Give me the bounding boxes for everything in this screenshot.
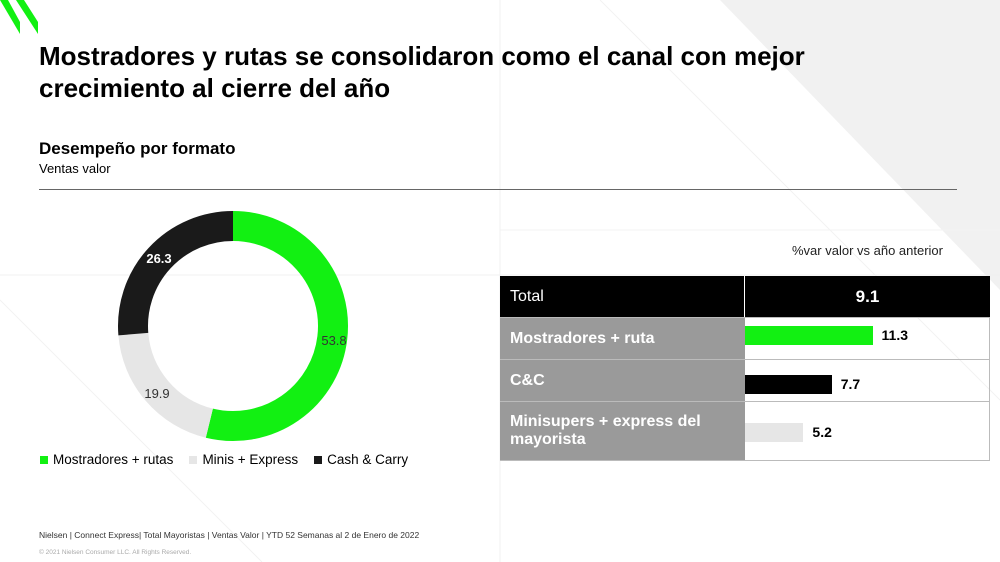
row-bar-cell: 5.2 <box>744 402 990 460</box>
copyright: © 2021 Nielsen Consumer LLC. All Rights … <box>39 549 192 556</box>
legend-label: Mostradores + rutas <box>53 452 174 467</box>
legend-label: Minis + Express <box>202 452 299 467</box>
total-value: 9.1 <box>745 276 990 317</box>
bar-value-label: 11.3 <box>881 327 908 343</box>
table-header: %var valor vs año anterior <box>791 243 943 258</box>
chart-legend: Mostradores + rutas Minis + Express Cash… <box>40 452 408 467</box>
table-row: Mostradores + ruta 11.3 <box>500 318 990 360</box>
bar-value-label: 7.7 <box>840 376 861 392</box>
legend-item-minis: Minis + Express <box>189 452 298 467</box>
section-subtitle: Ventas valor <box>39 161 111 176</box>
legend-label: Cash & Carry <box>327 452 409 467</box>
bar-mostradores <box>744 326 873 345</box>
slice-value-label: 19.9 <box>144 386 169 401</box>
divider <box>39 189 957 190</box>
bar-value-label: 5.2 <box>812 424 832 440</box>
bar-minisupers <box>744 423 804 442</box>
row-label: C&C <box>500 360 745 401</box>
table-row-total: Total 9.1 <box>500 276 990 318</box>
row-label: Mostradores + ruta <box>500 318 745 359</box>
legend-swatch <box>314 455 323 464</box>
bar-cc <box>744 375 832 394</box>
table-row: C&C 7.7 <box>500 360 990 402</box>
row-label: Minisupers + express del mayorista <box>500 402 745 460</box>
slice-value-label: 53.8 <box>321 333 346 348</box>
table-row: Minisupers + express del mayorista 5.2 <box>500 402 990 461</box>
donut-slice-2 <box>118 211 234 336</box>
donut-slice-1 <box>118 332 214 438</box>
section-title: Desempeño por formato <box>39 139 236 158</box>
legend-item-cash-carry: Cash & Carry <box>314 452 408 467</box>
donut-chart: 53.8 19.9 26.3 <box>118 211 348 441</box>
legend-swatch <box>189 455 198 464</box>
row-bar-cell: 11.3 <box>744 318 990 359</box>
legend-item-mostradores: Mostradores + rutas <box>40 452 173 467</box>
page-title: Mostradores y rutas se consolidaron como… <box>39 41 805 103</box>
legend-swatch <box>40 455 48 464</box>
total-label: Total <box>500 276 745 317</box>
row-bar-cell: 7.7 <box>744 360 990 401</box>
source-footnote: Nielsen | Connect Express| Total Mayoris… <box>39 530 420 540</box>
slice-value-label: 26.3 <box>146 251 171 266</box>
donut-slice-0 <box>205 211 348 441</box>
brand-logo-icon <box>0 0 38 34</box>
